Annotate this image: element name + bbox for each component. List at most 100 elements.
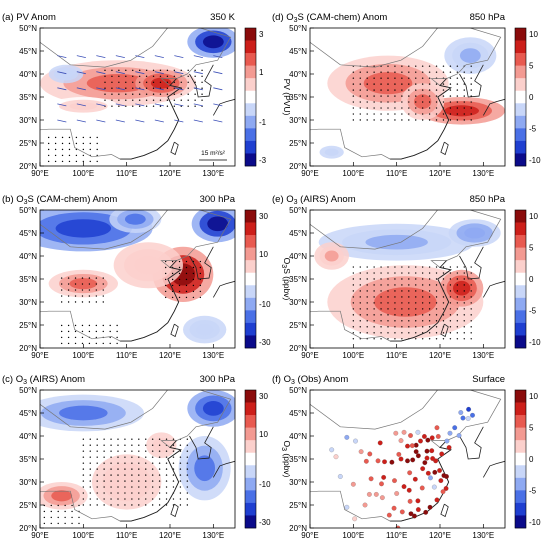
significance-dot [470, 326, 472, 328]
significance-dot [180, 93, 182, 95]
significance-dot [171, 260, 174, 263]
significance-dot [124, 474, 126, 476]
title-part: S (CAM-chem) Anom [28, 194, 118, 205]
colorbar-tick-label: 0 [529, 275, 534, 284]
title-part: (Obs) Anom [295, 374, 348, 385]
significance-dot [158, 438, 161, 440]
significance-dot [401, 101, 403, 103]
title-part: (e) O [272, 194, 294, 205]
significance-dot [67, 295, 70, 297]
significance-dot [111, 69, 113, 72]
significance-dot [61, 154, 64, 157]
significance-dot [352, 95, 355, 97]
significance-dot [57, 522, 59, 525]
significance-dot [435, 290, 438, 292]
station-marker [358, 449, 364, 455]
significance-dot [74, 295, 77, 297]
significance-dot [89, 142, 91, 145]
significance-dot [60, 342, 63, 345]
significance-dot [442, 338, 445, 340]
significance-dot [359, 326, 361, 328]
plot-area [310, 210, 505, 348]
colorbar-segment [515, 310, 526, 324]
significance-dot [394, 296, 396, 298]
significance-dot [366, 95, 368, 97]
title-part: (AIRS) Anom [298, 194, 356, 205]
significance-dot [180, 69, 182, 72]
significance-dot [179, 486, 182, 488]
significance-dot [103, 444, 105, 446]
significance-dot [173, 81, 176, 83]
significance-dot [96, 498, 98, 500]
significance-dot [359, 119, 361, 121]
significance-dot [428, 101, 431, 103]
significance-dot [102, 289, 104, 291]
wind-vector [96, 71, 106, 75]
significance-dot [421, 284, 424, 286]
significance-dot [401, 320, 403, 322]
y-tick-label: 40°N [19, 70, 37, 79]
significance-dot [408, 95, 410, 97]
significance-dot [187, 69, 189, 72]
significance-dot [145, 474, 147, 476]
wind-vector [154, 103, 164, 107]
significance-dot [111, 93, 113, 95]
significance-dot [104, 69, 106, 72]
panel-title: (a) PV Anom [2, 12, 56, 23]
significance-dot [145, 462, 147, 464]
significance-dot [165, 468, 168, 470]
station-marker [367, 451, 373, 457]
significance-dot [192, 266, 195, 269]
significance-dot [359, 95, 361, 97]
title-part: 3 [24, 199, 28, 206]
significance-dot [463, 284, 465, 286]
significance-dot [138, 474, 140, 476]
station-marker [394, 491, 400, 496]
significance-dot [117, 438, 119, 440]
significance-dot [172, 456, 175, 458]
significance-dot [124, 504, 126, 506]
taiwan-coastline [440, 503, 449, 518]
significance-dot [117, 450, 119, 452]
significance-dot [165, 438, 168, 440]
significance-dot [373, 308, 375, 310]
significance-dot [401, 266, 403, 268]
significance-dot [435, 326, 438, 328]
x-tick-label: 130°E [202, 531, 224, 540]
significance-dot [394, 77, 396, 79]
station-marker [470, 412, 475, 418]
significance-dot [152, 99, 155, 101]
significance-dot [165, 474, 168, 476]
significance-dot [373, 83, 375, 85]
significance-dot [456, 77, 459, 79]
significance-dot [380, 278, 382, 280]
significance-dot [118, 81, 120, 83]
significance-dot [117, 474, 119, 476]
significance-dot [387, 119, 389, 121]
significance-dot [165, 486, 168, 488]
significance-dot [470, 308, 472, 310]
significance-dot [151, 492, 154, 494]
significance-dot [89, 148, 91, 151]
significance-dot [145, 456, 147, 458]
anomaly-contour [69, 278, 98, 290]
station-marker [337, 474, 343, 479]
significance-dot [401, 95, 403, 97]
significance-dot [415, 278, 417, 280]
significance-dot [463, 89, 465, 91]
significance-dot [421, 65, 424, 67]
significance-dot [89, 160, 91, 163]
significance-dot [201, 99, 203, 101]
significance-dot [366, 101, 368, 103]
station-marker [405, 443, 410, 449]
significance-dot [50, 504, 52, 507]
significance-dot [54, 142, 57, 145]
title-part: (c) O [2, 374, 23, 385]
significance-dot [394, 326, 396, 328]
wind-vector [213, 119, 223, 123]
y-tick-label: 50°N [289, 24, 307, 33]
significance-dot [145, 450, 147, 452]
significance-dot [132, 69, 134, 72]
significance-dot [111, 81, 113, 83]
